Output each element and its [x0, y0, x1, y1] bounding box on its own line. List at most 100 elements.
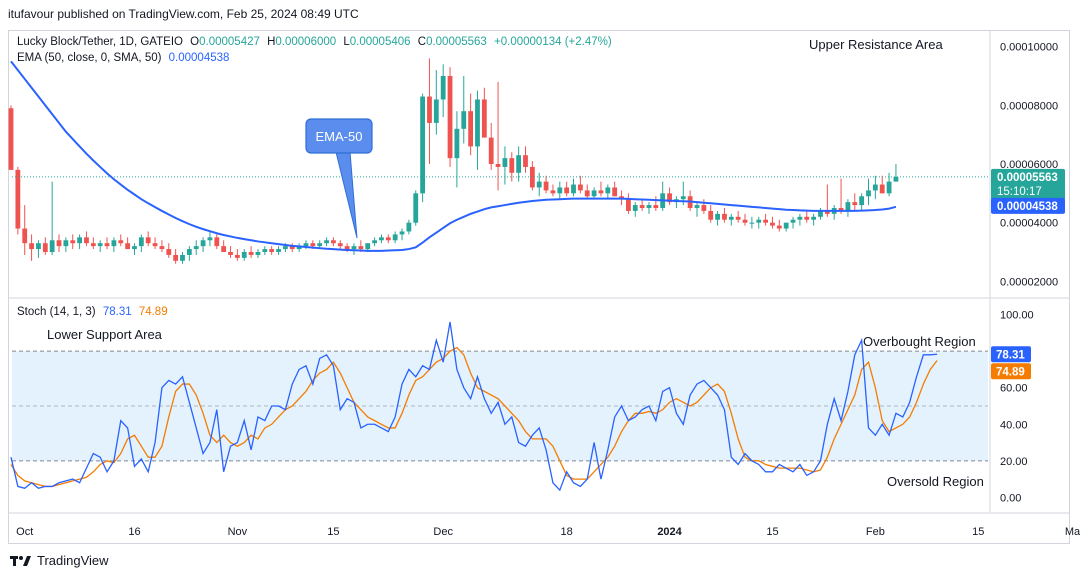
symbol-label: Lucky Block/Tether, 1D, GATEIO	[17, 36, 183, 48]
candle	[145, 231, 151, 247]
candle	[660, 181, 666, 211]
candle	[639, 199, 645, 211]
candle-body	[385, 237, 391, 241]
candle	[193, 240, 199, 255]
candle	[36, 240, 41, 258]
candle-body	[872, 184, 878, 191]
candle-body	[516, 155, 522, 173]
callout-box	[305, 118, 373, 154]
candle	[289, 243, 295, 252]
candle-body	[173, 254, 179, 261]
candle	[324, 237, 329, 247]
candle-body	[797, 216, 803, 220]
candle	[536, 172, 542, 197]
stoch-tick-label: 100.00	[1000, 310, 1034, 322]
ema-label: EMA (50, close, 0, SMA, 50)	[17, 52, 162, 64]
candle	[811, 213, 817, 226]
candle-body	[36, 243, 41, 250]
candle-body	[866, 190, 871, 197]
candle	[166, 243, 172, 258]
candle-body	[804, 216, 810, 220]
candle-body	[42, 243, 48, 252]
candle-body	[632, 205, 638, 211]
candle	[879, 175, 885, 194]
candle-body	[324, 240, 329, 244]
candle-body	[77, 237, 82, 244]
candle	[481, 87, 487, 138]
candle-body	[248, 252, 254, 255]
candle	[15, 166, 21, 235]
candle-body	[838, 208, 844, 211]
candle-body	[536, 181, 542, 188]
price-tick-label: 0.00006000	[1000, 159, 1058, 171]
candle-body	[84, 237, 89, 244]
footer-brand: TradingView	[37, 553, 109, 568]
candle	[728, 213, 734, 226]
candle	[523, 146, 528, 173]
candle-body	[200, 240, 206, 247]
stoch-d-badge-text: 74.89	[996, 366, 1025, 378]
candle	[770, 216, 775, 229]
candle-body	[118, 240, 124, 244]
candle	[427, 58, 432, 164]
stoch-legend: Stoch (14, 1, 3) 78.31 74.89	[17, 306, 172, 318]
candle-body	[886, 181, 892, 194]
candle-body	[214, 237, 220, 247]
candle-body	[598, 190, 604, 194]
candle-body	[612, 187, 618, 197]
candle	[186, 246, 192, 261]
candle	[667, 187, 672, 206]
candle	[488, 122, 494, 170]
candle-body	[283, 246, 288, 250]
candle-body	[180, 254, 185, 261]
candle	[42, 237, 48, 255]
candle	[207, 231, 213, 247]
candle-body	[550, 190, 556, 194]
candle	[379, 234, 384, 244]
candle	[152, 237, 158, 250]
candle	[742, 213, 748, 226]
published-header: itufavour published on TradingView.com, …	[8, 7, 359, 21]
candle-body	[111, 240, 117, 247]
ema-badge	[991, 197, 1065, 214]
ema-value: 0.00004538	[168, 52, 230, 64]
candle-body	[680, 196, 686, 200]
time-tick-label: Nov	[228, 526, 248, 538]
low-label: L	[343, 36, 350, 48]
upper-resistance-label: Upper Resistance Area	[809, 37, 943, 52]
candle-body	[667, 193, 672, 203]
candle-body	[365, 243, 371, 250]
time-tick-label: 2024	[657, 526, 682, 538]
candle	[248, 246, 254, 258]
candle	[461, 76, 467, 144]
candle	[818, 208, 823, 220]
candle-body	[90, 243, 96, 247]
candle	[831, 205, 837, 220]
oversold-label: Oversold Region	[887, 474, 984, 489]
candle-body	[770, 222, 775, 226]
candle-body	[344, 246, 350, 250]
candle	[454, 111, 460, 188]
candle	[132, 243, 137, 255]
candle	[413, 190, 419, 226]
candle-body	[310, 243, 316, 247]
candle	[872, 175, 878, 200]
candle-body	[186, 249, 192, 255]
candle	[234, 249, 240, 261]
price-tick-label: 0.00004000	[1000, 218, 1058, 230]
time-tick-label: 15	[972, 526, 984, 538]
candle	[646, 202, 652, 214]
candle-body	[742, 219, 748, 223]
candle	[8, 105, 14, 170]
candle-body	[571, 184, 576, 194]
candle-body	[824, 210, 830, 214]
candle	[804, 210, 810, 223]
candle	[63, 237, 69, 252]
price-tick-label: 0.00008000	[1000, 100, 1058, 112]
candle-body	[296, 246, 302, 250]
candle-body	[879, 184, 885, 194]
candle-body	[728, 216, 734, 220]
candle	[97, 240, 103, 252]
time-tick-label: Oct	[16, 526, 33, 538]
